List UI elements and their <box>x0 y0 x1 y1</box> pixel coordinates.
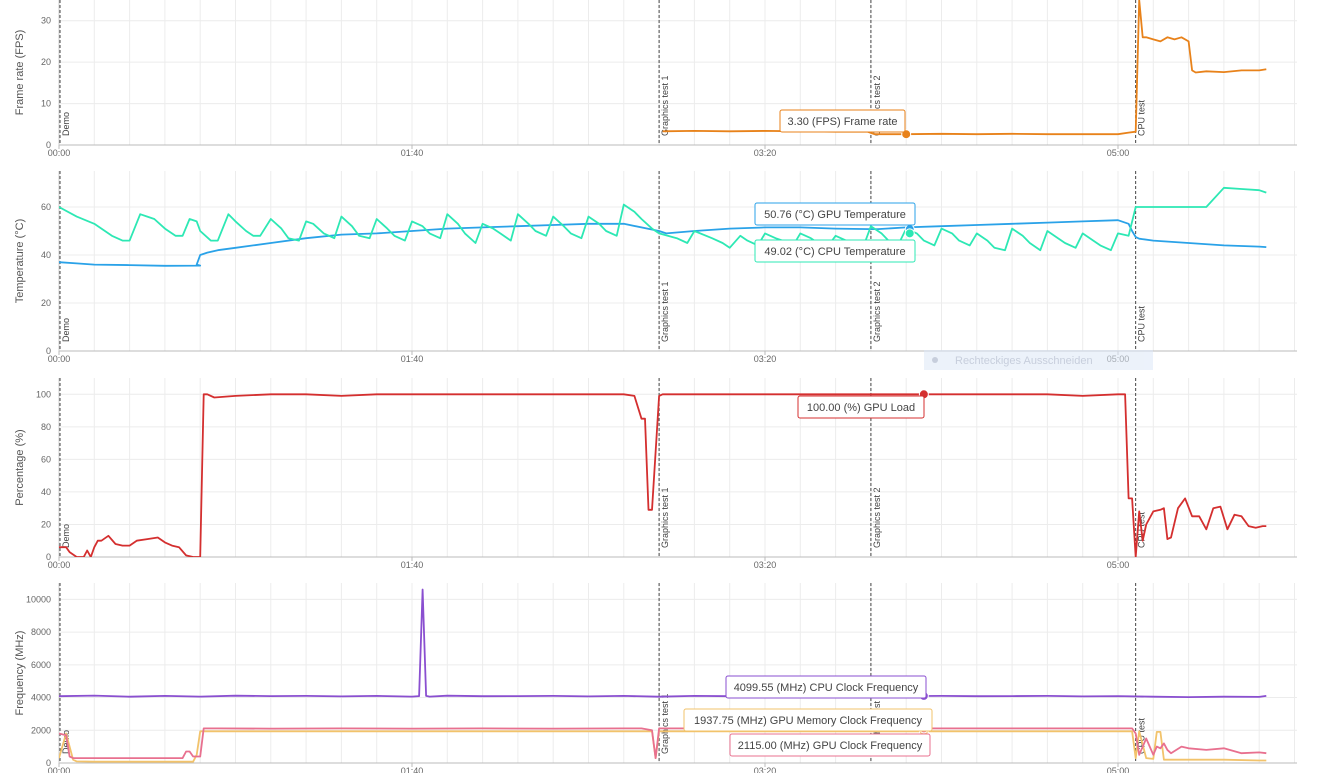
y-tick-label: 10 <box>41 99 51 109</box>
series-line <box>59 730 1267 763</box>
y-tick-label: 6000 <box>31 660 51 670</box>
series-line <box>59 219 1267 267</box>
x-tick-label: 05:00 <box>1107 560 1130 570</box>
tooltip: 49.02 (°C) CPU Temperature <box>754 239 916 263</box>
y-tick-label: 80 <box>41 422 51 432</box>
tooltip: 4099.55 (MHz) CPU Clock Frequency <box>725 675 927 699</box>
y-tick-label: 0 <box>46 346 51 356</box>
event-marker-label: Graphics test 1 <box>660 75 670 136</box>
x-tick-label: 01:40 <box>401 766 424 773</box>
y-tick-label: 0 <box>46 552 51 562</box>
x-tick-label: 03:20 <box>754 354 777 364</box>
tooltip-text: 4099.55 (MHz) CPU Clock Frequency <box>734 682 919 694</box>
chart-load: 0 20 40 60 80 100 00:00 01:40 03:20 05:00 Percenta… <box>14 378 1297 570</box>
tooltip-box <box>797 395 925 419</box>
tooltip: 3.30 (FPS) Frame rate <box>779 109 906 133</box>
x-tick-label: 05:00 <box>1107 148 1130 158</box>
x-tick-label: 01:40 <box>401 560 424 570</box>
x-tick-label: 03:20 <box>754 766 777 773</box>
snip-overlay-button[interactable]: Rechteckiges Ausschneiden <box>924 350 1153 370</box>
chart-fps: 0 10 20 30 00:00 01:40 03:20 05:00 Frame rate (F… <box>14 0 1297 158</box>
event-marker-label: Graphics test 1 <box>660 693 670 754</box>
event-marker-label: Graphics test 2 <box>872 281 882 342</box>
x-tick-label: 00:00 <box>48 766 71 773</box>
x-tick-label: 01:40 <box>401 148 424 158</box>
series-line <box>59 393 1267 557</box>
tooltip: 50.76 (°C) GPU Temperature <box>754 202 916 226</box>
series-line <box>59 727 1267 759</box>
series-line <box>662 0 1267 136</box>
snip-overlay-label: Rechteckiges Ausschneiden <box>955 355 1093 367</box>
x-tick-label: 05:00 <box>1107 766 1130 773</box>
y-tick-label: 100 <box>36 389 51 399</box>
event-marker-label: CPU test <box>1137 305 1147 342</box>
y-tick-label: 60 <box>41 202 51 212</box>
event-marker-label: Demo <box>61 730 71 754</box>
y-tick-label: 20 <box>41 519 51 529</box>
tooltip-point <box>904 228 915 239</box>
y-tick-label: 0 <box>46 140 51 150</box>
event-marker-label: Graphics test 1 <box>660 487 670 548</box>
tooltip-text: 3.30 (FPS) Frame rate <box>787 116 897 128</box>
series-line <box>59 186 1267 252</box>
tooltip-text: 100.00 (%) GPU Load <box>807 402 915 414</box>
tooltip-box <box>725 675 927 699</box>
snip-overlay-bg <box>924 350 1153 370</box>
y-tick-label: 40 <box>41 250 51 260</box>
x-tick-label: 03:20 <box>754 148 777 158</box>
y-tick-label: 0 <box>46 758 51 768</box>
x-tick-label: 03:20 <box>754 560 777 570</box>
tooltip: 100.00 (%) GPU Load <box>797 395 925 419</box>
tooltip-text: 49.02 (°C) CPU Temperature <box>764 246 905 258</box>
x-tick-label: 01:40 <box>401 354 424 364</box>
event-marker-label: Graphics test 2 <box>872 75 882 136</box>
y-tick-label: 8000 <box>31 627 51 637</box>
event-marker-label: Demo <box>61 112 71 136</box>
event-marker-label: Graphics test 1 <box>660 281 670 342</box>
y-tick-label: 20 <box>41 298 51 308</box>
chart-freq: 0 2000 4000 6000 8000 10000 00:00 01:40 03:20 05:… <box>14 583 1297 773</box>
y-tick-label: 60 <box>41 454 51 464</box>
tooltip-text: 50.76 (°C) GPU Temperature <box>764 209 906 221</box>
tooltip-box <box>729 733 931 757</box>
y-axis-label: Frequency (MHz) <box>14 631 26 716</box>
y-tick-label: 20 <box>41 57 51 67</box>
y-tick-label: 10000 <box>26 594 51 604</box>
event-marker-label: CPU test <box>1137 717 1147 754</box>
tooltip-text: 1937.75 (MHz) GPU Memory Clock Frequency <box>694 715 923 727</box>
tooltip-box <box>779 109 906 133</box>
tooltip-box <box>754 202 916 226</box>
tooltip: 2115.00 (MHz) GPU Clock Frequency <box>729 733 931 757</box>
x-tick-label: 00:00 <box>48 148 71 158</box>
event-marker-label: Graphics test 2 <box>872 487 882 548</box>
y-tick-label: 30 <box>41 16 51 26</box>
y-axis-label: Frame rate (FPS) <box>14 30 26 116</box>
event-marker-label: Demo <box>61 318 71 342</box>
y-axis-label: Percentage (%) <box>14 429 26 505</box>
x-tick-label: 00:00 <box>48 560 71 570</box>
x-tick-label: 00:00 <box>48 354 71 364</box>
tooltip: 1937.75 (MHz) GPU Memory Clock Frequency <box>683 708 933 732</box>
event-marker-label: Demo <box>61 524 71 548</box>
y-axis-label: Temperature (°C) <box>14 219 26 303</box>
tooltip-box <box>754 239 916 263</box>
event-marker-label: CPU test <box>1137 99 1147 136</box>
y-tick-label: 4000 <box>31 693 51 703</box>
tooltip-text: 2115.00 (MHz) GPU Clock Frequency <box>738 740 923 752</box>
y-tick-label: 40 <box>41 487 51 497</box>
snip-icon <box>932 357 938 363</box>
y-tick-label: 2000 <box>31 725 51 735</box>
tooltip-box <box>683 708 933 732</box>
series-line <box>59 588 1267 698</box>
